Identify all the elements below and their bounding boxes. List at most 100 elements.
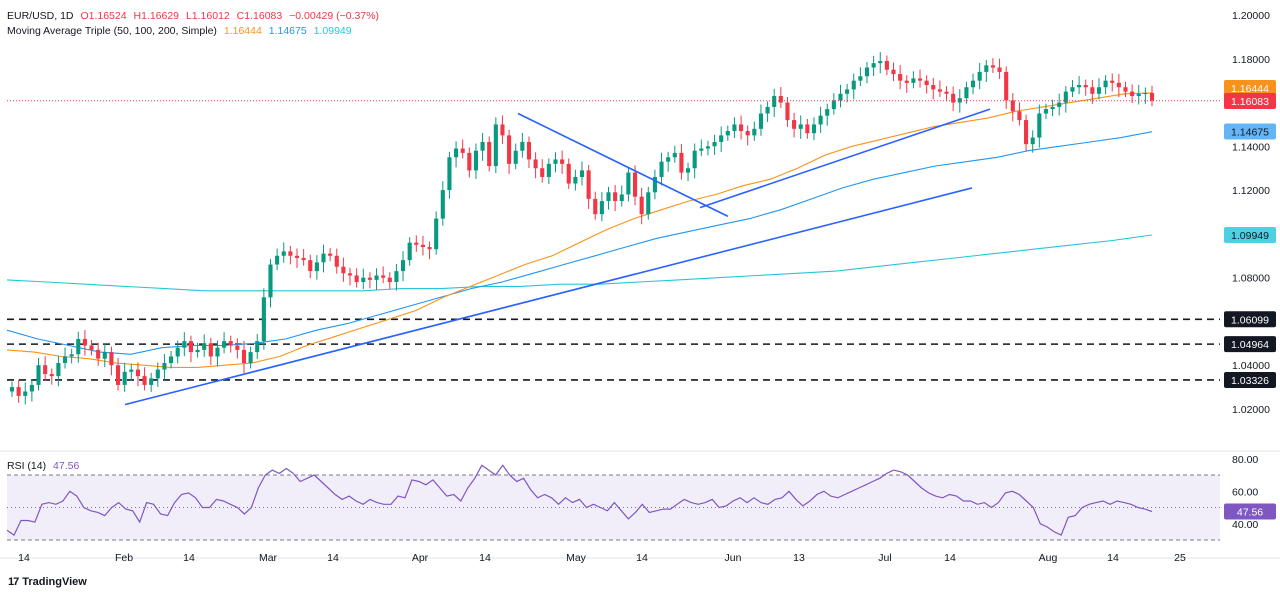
candle-body [487,141,492,167]
candle-body [957,98,962,103]
time-tick-label: 14 [479,552,491,564]
open-value: O1.16524 [80,10,127,22]
candle-body [208,343,213,357]
candle-body [281,251,286,256]
candle-body [1017,111,1022,121]
candle-body [69,354,74,357]
candle-body [626,172,631,195]
rsi-band-fill [7,475,1220,540]
candle-body [308,260,313,272]
candle-body [76,338,81,355]
symbol-label[interactable]: EUR/USD, 1D [7,10,74,22]
candle-body [752,128,757,136]
candle-body [248,352,253,364]
candle-body [400,260,406,272]
price-label-box [1224,371,1276,388]
candle-body [553,159,558,164]
candle-body [606,192,611,202]
candle-body [347,273,353,276]
candle-body [613,192,618,202]
candle-body [228,341,233,346]
candle-body [374,275,379,280]
candle-body [666,157,671,162]
candle-body [473,150,479,171]
tradingview-brand[interactable]: 17 TradingView [8,576,87,588]
candle-body [115,365,121,385]
candle-body [765,106,770,114]
candle-body [646,192,651,215]
candle-body [155,369,160,379]
candle-body [951,93,956,103]
candle-body [62,356,68,364]
ma50-line [6,92,1153,368]
candle-body [175,347,180,357]
candle-body [758,113,764,129]
candle-body [838,93,843,101]
price-label-box [1224,93,1276,109]
candle-body [546,163,551,177]
time-axis[interactable]: 14 Feb 14 Mar 14 Apr 14 May 14 Jun 13 Jul 14 Aug 14 25 [18,552,1186,564]
price-tick-label: 1.12000 [1232,185,1270,197]
rsi-header: RSI (14) 47.56 [7,460,83,472]
rsi-value-label: 47.56 [1237,506,1263,518]
time-tick-label: Aug [1039,552,1058,564]
rsi-tick-label: 60.00 [1232,486,1258,498]
candle-body [1103,80,1108,88]
price-label-text: 1.04964 [1231,339,1269,351]
price-tick-label: 1.20000 [1232,10,1270,22]
rsi-tick-label: 40.00 [1232,519,1258,531]
candle-body [1004,71,1009,101]
candle-body [705,146,710,149]
candle-body [182,341,187,348]
candle-body [818,115,823,125]
candle-body [871,63,876,68]
candle-body [970,80,976,88]
price-axis[interactable]: 1.200001.180001.160001.140001.120001.100… [1224,10,1276,416]
candle-body [328,253,333,256]
candle-body [268,264,273,298]
candle-body [937,89,942,92]
ma-title[interactable]: Moving Average Triple (50, 100, 200, Sim… [7,25,217,37]
candle-body [1077,85,1082,88]
candle-body [480,141,485,151]
candle-body [102,352,107,359]
candle-body [990,65,995,68]
candle-body [811,124,817,134]
candle-body [1050,106,1055,110]
candle-body [884,60,889,70]
time-tick-label: 14 [183,552,195,564]
candle-body [1123,87,1128,92]
candle-body [579,170,585,177]
price-label-box [1224,311,1276,328]
time-tick-label: 14 [636,552,648,564]
rising-support-2-trendline [699,108,991,209]
candle-body [56,363,61,377]
price-label-box [1224,336,1276,353]
time-tick-label: Feb [115,552,133,564]
rsi-title[interactable]: RSI (14) [7,460,47,472]
candle-body [1043,109,1049,114]
candle-body [1136,93,1141,96]
candle-body [798,124,803,129]
candle-body [1057,102,1062,107]
candle-body [414,242,419,245]
candle-body [997,67,1002,72]
candle-body [255,341,260,353]
candle-body [599,201,604,215]
candle-body [1116,82,1121,88]
candle-body [135,369,140,377]
candle-body [440,190,445,219]
candlesticks [9,51,1155,405]
candle-body [652,176,657,193]
candle-body [566,163,571,184]
candle-body [1130,91,1135,96]
candle-body [188,341,194,353]
candle-body [288,251,293,256]
candle-body [420,244,425,248]
candle-body [739,124,744,132]
candle-body [520,141,525,151]
time-tick-label: Mar [259,552,278,564]
candle-body [1083,85,1088,88]
rsi-line [6,464,1153,536]
candle-body [513,150,518,164]
